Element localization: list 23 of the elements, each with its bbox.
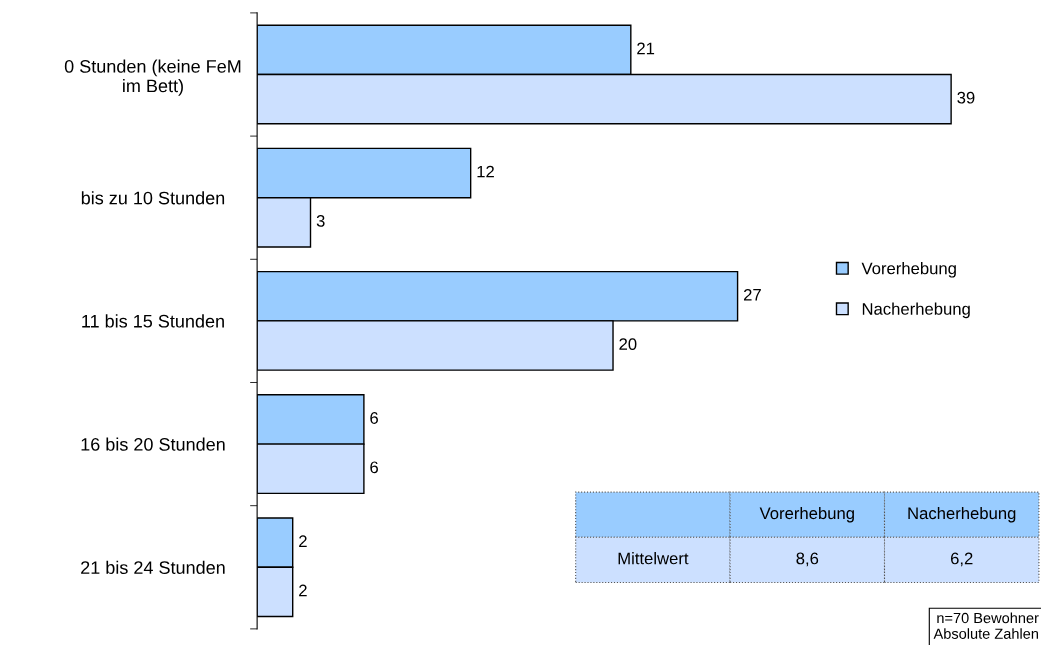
data-label: 6 (370, 412, 378, 424)
data-label: 27 (743, 288, 761, 301)
y-tick-label: 0 Stunden (keine FeM im Bett) (64, 59, 241, 96)
y-tick-label: 16 bis 20 Stunden (81, 437, 225, 451)
annotation: 8,6 (796, 552, 819, 567)
legend-label: Vorerhebung (861, 262, 956, 278)
text: Nacherhebung (908, 506, 1016, 523)
data-label: 3 (316, 215, 325, 227)
y-tick-label: 21 bis 24 Stunden (81, 560, 225, 574)
data-label: 20 (619, 338, 637, 350)
data-label: 21 (637, 42, 655, 55)
annotation: 6,2 (950, 552, 973, 567)
y-tick-label: 11 bis 15 Stunden (82, 314, 224, 328)
data-label: 39 (957, 91, 975, 104)
y-tick-label: bis zu 10 Stunden (81, 191, 225, 205)
annotation: n=70 Bewohner Absolute Zahlen (933, 612, 1039, 639)
data-label: 6 (370, 461, 378, 474)
data-label: 2 (299, 535, 307, 547)
legend-label: Nacherhebung (862, 302, 970, 319)
annotation: Mittelwert (618, 552, 689, 565)
data-label: 2 (299, 584, 307, 597)
data-label: 12 (477, 165, 494, 178)
text: Vorerhebung (759, 506, 854, 523)
